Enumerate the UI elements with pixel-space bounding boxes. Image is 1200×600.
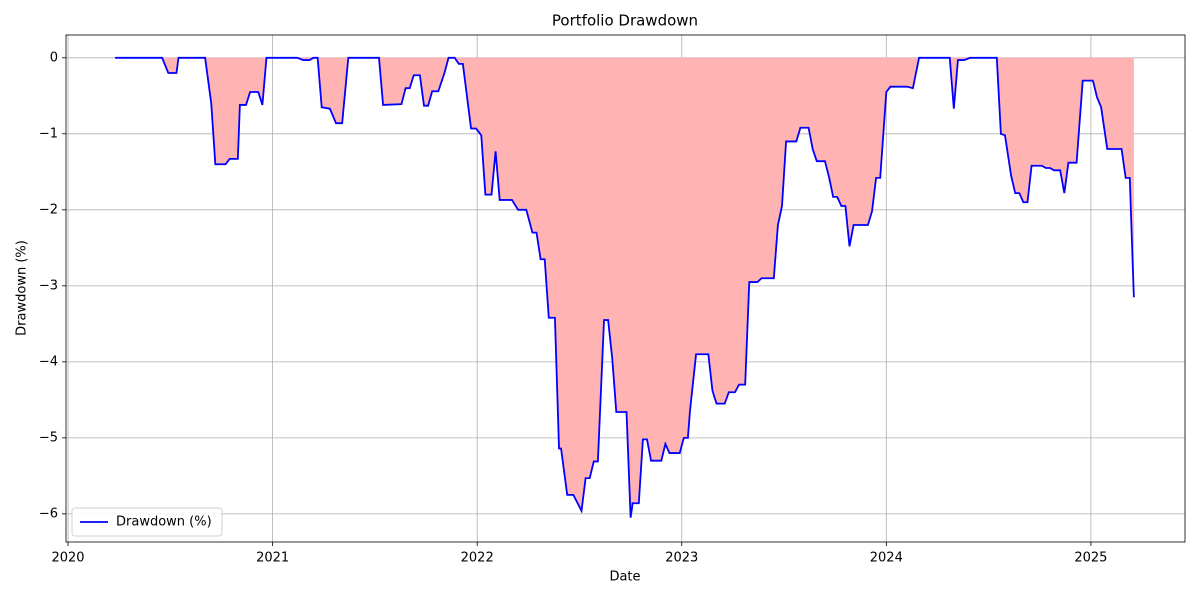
x-tick-label: 2024: [870, 551, 903, 566]
drawdown-line: [115, 56, 1135, 518]
y-tick-label: −4: [39, 354, 58, 369]
drawdown-area: [115, 57, 1134, 518]
y-axis-label: Drawdown (%): [15, 240, 30, 336]
x-axis-label: Date: [609, 570, 640, 585]
y-tick-label: −6: [39, 506, 58, 521]
y-tick-label: −2: [39, 202, 58, 217]
legend-label: Drawdown (%): [116, 515, 212, 530]
y-tick-label: −1: [39, 126, 58, 141]
y-tick-label: −5: [39, 430, 58, 445]
x-tick-label: 2025: [1074, 551, 1107, 566]
legend-box: [71, 507, 223, 537]
y-tick-label: −3: [39, 278, 58, 293]
x-tick-label: 2020: [51, 551, 84, 566]
x-tick-label: 2023: [665, 551, 698, 566]
x-tick-label: 2022: [461, 551, 494, 566]
chart-title: Portfolio Drawdown: [552, 12, 698, 30]
y-tick-label: 0: [50, 50, 58, 65]
x-tick-label: 2021: [256, 551, 289, 566]
plot-frame: [65, 34, 1186, 543]
